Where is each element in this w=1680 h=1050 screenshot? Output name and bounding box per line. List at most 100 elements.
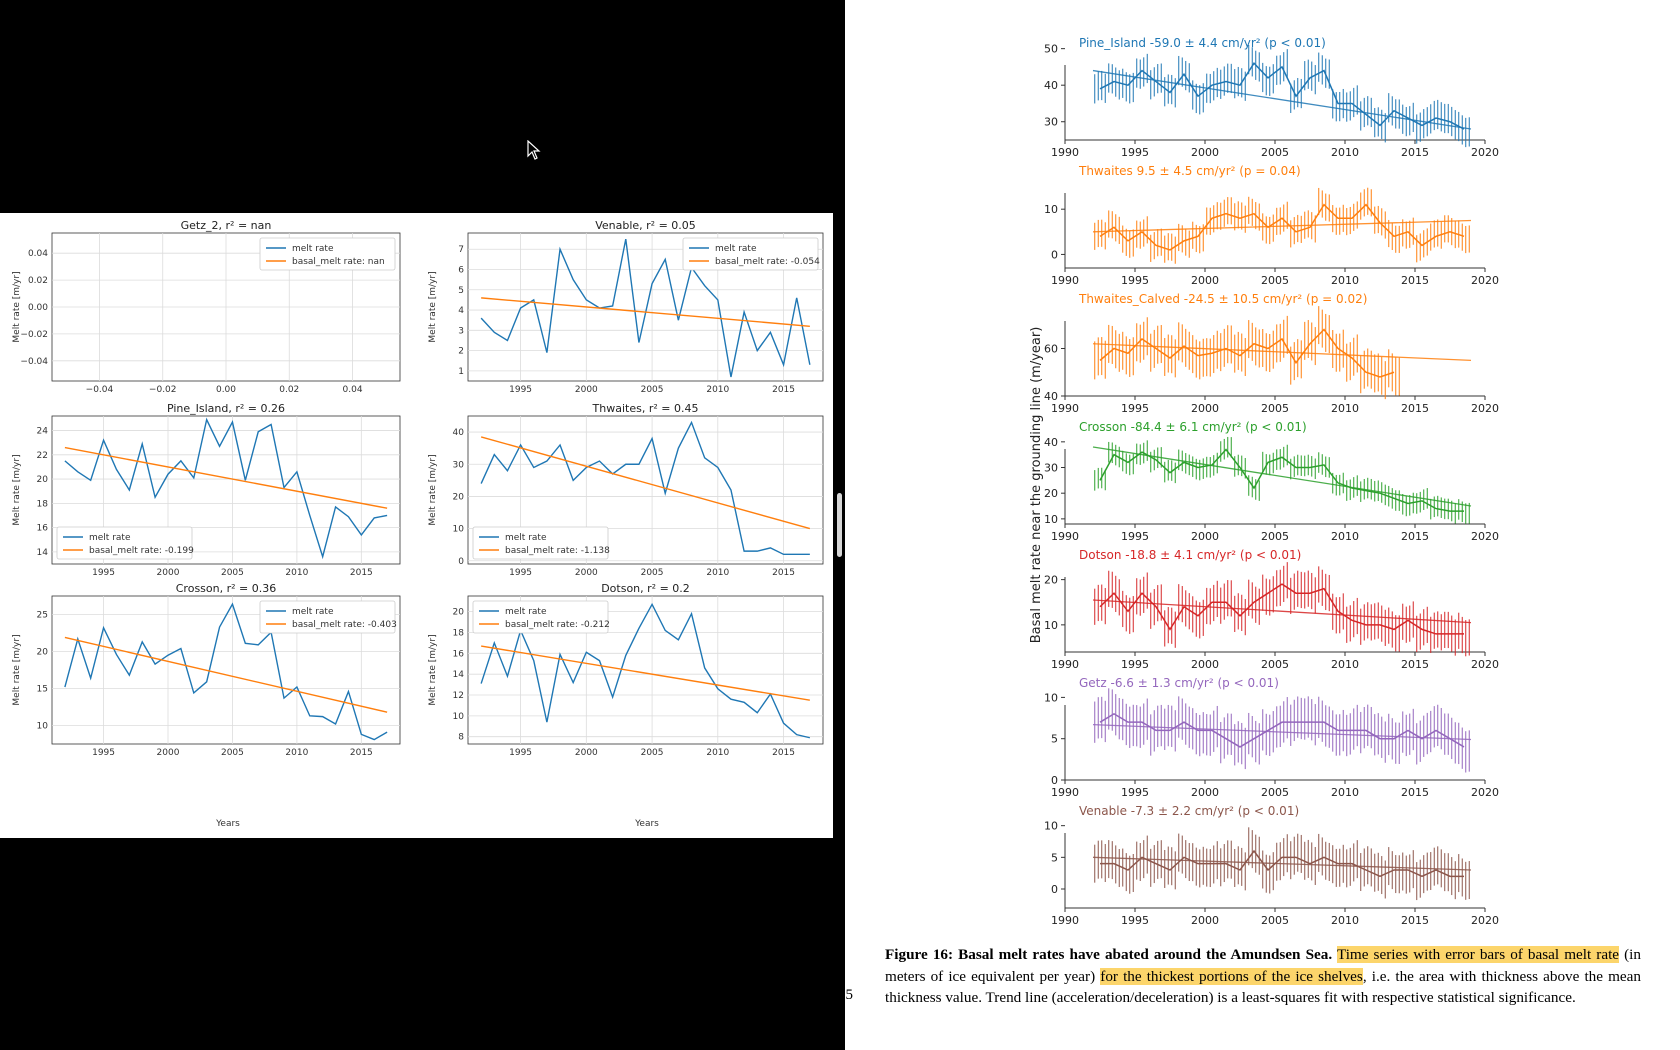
y-tick-label: 14	[37, 548, 49, 558]
y-axis-label: Melt rate [m/yr]	[428, 271, 438, 342]
doc-panel-5: 1990 1995 2000 2005 2010 2015 2020 10 20 Dotson -…	[1044, 548, 1499, 671]
x-tick-label: 2000	[1191, 402, 1219, 415]
y-axis-label: Melt rate [m/yr]	[428, 634, 438, 705]
panel-title: Crosson, r² = 0.36	[176, 582, 276, 595]
x-tick-label: 1995	[92, 748, 115, 758]
legend-box	[259, 237, 396, 271]
x-tick-label: 2010	[1331, 530, 1359, 543]
legend-entry-basal: basal_melt rate: nan	[292, 257, 385, 267]
y-tick-label: 20	[1044, 574, 1058, 587]
x-tick-label: 2015	[1401, 786, 1429, 799]
x-tick-label: 1995	[1121, 530, 1149, 543]
y-tick-label: −0.04	[20, 357, 48, 367]
y-tick-label: 18	[453, 628, 465, 638]
x-tick-label: 2005	[1261, 914, 1289, 927]
y-tick-label: 20	[453, 608, 465, 618]
x-tick-label: −0.04	[86, 385, 114, 395]
y-tick-label: 10	[1044, 203, 1058, 216]
y-tick-label: 15	[37, 685, 48, 695]
doc-panel-7: 1990 1995 2000 2005 2010 2015 2020 0 5 10 Venable …	[1044, 804, 1499, 927]
doc-panel-4: 1990 1995 2000 2005 2010 2015 2020 10 20 30 40 Cros…	[1044, 420, 1499, 543]
legend: melt rate basal_melt rate: nan	[259, 237, 396, 271]
legend-box	[56, 526, 193, 560]
line-number: 95	[838, 987, 853, 1003]
x-tick-label: 2005	[221, 568, 244, 578]
series-line	[1099, 328, 1395, 378]
doc-panel-6: 1990 1995 2000 2005 2010 2015 2020 0 5 10 Getz -6.…	[1044, 676, 1499, 799]
doc-panel-2: 1990 1995 2000 2005 2010 2015 2020 0 10 Thwaites …	[1044, 164, 1499, 287]
y-tick-label: 16	[453, 649, 465, 659]
x-tick-label: 2010	[706, 385, 729, 395]
x-tick-label: 1995	[1121, 402, 1149, 415]
arrow-cursor-icon	[527, 139, 541, 164]
y-tick-label: 40	[1044, 390, 1058, 403]
legend: melt rate basal_melt rate: -0.054	[682, 237, 820, 271]
x-tick-label: 2005	[641, 568, 664, 578]
x-tick-label: 2015	[772, 385, 795, 395]
x-tick-label: 1990	[1051, 274, 1079, 287]
x-tick-label: 0.00	[216, 385, 236, 395]
panel-title: Pine_Island, r² = 0.26	[167, 402, 285, 415]
series-line	[1099, 583, 1464, 635]
panel-label: Crosson -84.4 ± 6.1 cm/yr² (p < 0.01)	[1079, 420, 1307, 434]
scrollbar[interactable]	[837, 493, 842, 557]
y-tick-label: 4	[458, 306, 464, 316]
x-tick-label: 2015	[1401, 146, 1429, 159]
y-tick-label: 30	[1044, 116, 1058, 129]
x-tick-label: 1990	[1051, 658, 1079, 671]
y-tick-label: 30	[453, 460, 465, 470]
melt-rate-line	[480, 238, 811, 378]
x-tick-label: 1995	[1121, 914, 1149, 927]
x-tick-label: 1995	[1121, 786, 1149, 799]
legend-entry-basal: basal_melt rate: -0.199	[89, 546, 194, 556]
y-tick-label: 0	[458, 557, 464, 567]
doc-panel-1: 1990 1995 2000 2005 2010 2015 2020 30 40 50 Pine_I…	[1044, 36, 1499, 159]
y-tick-label: 10	[453, 525, 465, 535]
y-tick-label: 7	[458, 245, 464, 255]
basal-melt-trend-line	[64, 636, 388, 713]
y-tick-label: 1	[458, 367, 464, 377]
y-axis-label: Melt rate [m/yr]	[428, 454, 438, 525]
panel-getz2: −0.04 −0.02 0.00 0.02 0.04 0.04 0.02 0.00 −0.02 −…	[12, 219, 401, 395]
panel-title: Getz_2, r² = nan	[181, 219, 272, 232]
y-tick-label: 5	[458, 286, 464, 296]
series-line	[1100, 849, 1464, 878]
trend-line	[1092, 446, 1472, 507]
caption-highlight-2[interactable]: for the thickest portions of the ice she…	[1100, 967, 1363, 985]
x-tick-label: 2010	[1331, 274, 1359, 287]
legend-entry-melt: melt rate	[715, 244, 757, 254]
x-tick-label: 1990	[1051, 530, 1079, 543]
legend-box	[682, 237, 819, 271]
legend-entry-melt: melt rate	[292, 244, 334, 254]
x-tick-label: 2010	[285, 568, 308, 578]
y-tick-label: 40	[1044, 79, 1058, 92]
y-axis-label: Melt rate [m/yr]	[12, 454, 22, 525]
x-tick-label: 2000	[1191, 530, 1219, 543]
x-tick-label: 2020	[1471, 146, 1499, 159]
trend-line	[1092, 343, 1472, 362]
legend-entry-basal: basal_melt rate: -0.403	[292, 620, 397, 630]
x-tick-label: 2010	[1331, 786, 1359, 799]
legend-entry-basal: basal_melt rate: -0.212	[505, 620, 610, 630]
melt-rate-line	[64, 417, 388, 560]
x-tick-label: 2020	[1471, 274, 1499, 287]
caption-text-2: , i.e. the area with thickness above the…	[885, 967, 1642, 1007]
panel-title: Dotson, r² = 0.2	[601, 582, 690, 595]
trend-line	[1092, 219, 1472, 233]
y-tick-label: 22	[37, 451, 48, 461]
x-tick-label: 1995	[92, 568, 115, 578]
caption-text-1: (in meters of ice equivalent per year)	[885, 946, 1641, 985]
y-tick-label: 25	[37, 611, 48, 621]
caption-highlight-1[interactable]: Time series with error bars of basal mel…	[1336, 946, 1620, 963]
x-tick-label: 2005	[641, 748, 664, 758]
x-tick-label: 0.02	[279, 385, 299, 395]
x-tick-label: 2010	[285, 748, 308, 758]
basal-melt-trend-line	[481, 297, 810, 327]
panel-label: Getz -6.6 ± 1.3 cm/yr² (p < 0.01)	[1079, 676, 1279, 690]
x-tick-label: 2010	[1331, 402, 1359, 415]
x-tick-label: 1990	[1051, 914, 1079, 927]
x-tick-label: 1995	[509, 748, 532, 758]
x-tick-label: −0.02	[149, 385, 177, 395]
y-tick-label: 10	[453, 712, 465, 722]
